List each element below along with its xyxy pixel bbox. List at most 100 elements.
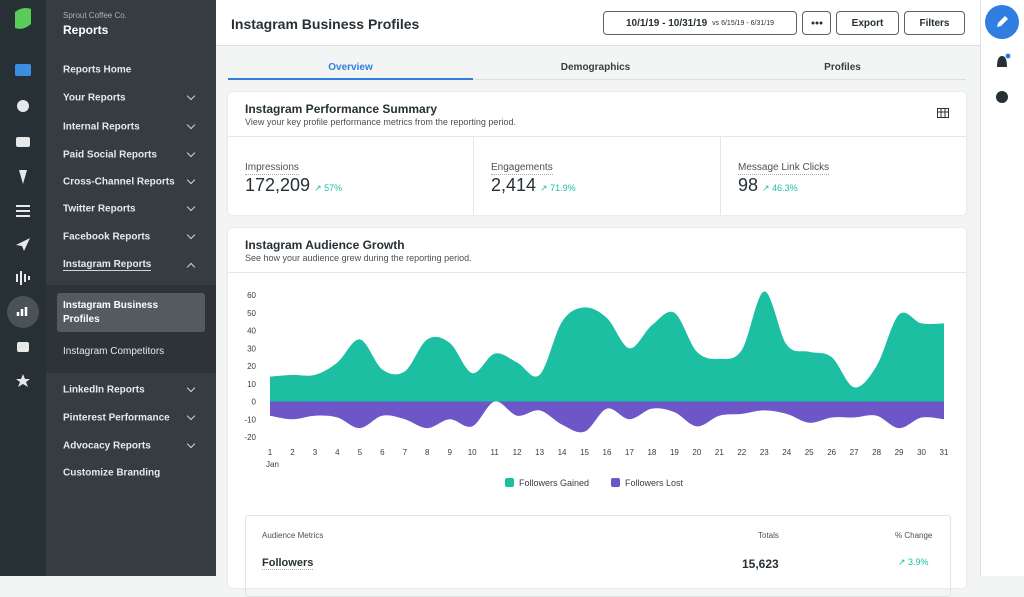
pin-icon[interactable]	[19, 170, 27, 184]
menu-item[interactable]: Instagram Reports	[63, 259, 152, 271]
x-tick-label: 15	[580, 448, 589, 457]
x-tick-label: 5	[358, 448, 363, 457]
x-tick-label: 12	[513, 448, 522, 457]
date-button[interactable]: 10/1/19 - 10/31/19 vs 6/15/19 - 6/31/19	[603, 11, 797, 35]
menu-item[interactable]: Internal Reports	[63, 121, 140, 133]
bot-icon[interactable]	[17, 342, 29, 352]
tab[interactable]: Profiles	[824, 62, 861, 73]
folder-icon[interactable]	[15, 64, 31, 76]
send-icon[interactable]	[16, 238, 30, 251]
x-tick-label: 26	[827, 448, 836, 457]
metric: Engagements 2,414 ↗ 71.9%	[491, 157, 576, 196]
page-title: Instagram Business Profiles	[231, 16, 420, 32]
y-tick-label: 20	[247, 362, 256, 371]
x-tick-label: 3	[313, 448, 318, 457]
card-title: Instagram Audience Growth	[245, 238, 405, 252]
y-tick-label: 30	[247, 344, 256, 353]
menu-item[interactable]: Cross-Channel Reports	[63, 176, 175, 188]
y-tick-label: 50	[247, 309, 256, 318]
menu-item[interactable]: Paid Social Reports	[63, 149, 157, 161]
table-icon[interactable]	[937, 108, 949, 118]
company: Sprout Coffee Co.	[63, 11, 127, 20]
menu-item[interactable]: Your Reports	[63, 92, 126, 104]
submenu-item[interactable]: Instagram Competitors	[63, 346, 165, 357]
divider	[720, 137, 721, 215]
y-tick-label: 60	[247, 291, 256, 300]
rail-icons	[7, 8, 39, 387]
right-icons	[985, 5, 1019, 103]
reports-icon[interactable]	[16, 307, 28, 316]
table-header: % Change	[895, 531, 933, 540]
compare-range: vs 6/15/19 - 6/31/19	[712, 19, 775, 27]
menu-item[interactable]: Customize Branding	[63, 467, 161, 479]
metric-label: Message Link Clicks	[738, 162, 830, 175]
table-cell: 15,623	[742, 557, 779, 571]
area	[270, 401, 944, 433]
x-tick-label: 14	[558, 448, 567, 457]
more-button[interactable]	[802, 11, 831, 35]
menu-item[interactable]: Facebook Reports	[63, 231, 151, 243]
y-tick-label: -10	[244, 415, 256, 424]
metric-label: Impressions	[245, 162, 299, 175]
metric-change: ↗ 71.9%	[540, 183, 576, 193]
menu-item[interactable]: Twitter Reports	[63, 203, 136, 215]
x-tick-label: 19	[670, 448, 679, 457]
tab-line	[228, 79, 966, 80]
card-title: Instagram Performance Summary	[245, 102, 438, 116]
dots	[811, 21, 822, 25]
sidebar: Sprout Coffee Co. Reports	[46, 0, 216, 576]
date-range: 10/1/19 - 10/31/19	[625, 17, 708, 29]
x-tick-label: 6	[380, 448, 385, 457]
metric-value: 2,414	[491, 175, 537, 195]
menu-item[interactable]: Advocacy Reports	[63, 440, 151, 452]
filters-button[interactable]: Filters	[904, 11, 965, 35]
bell[interactable]	[997, 56, 1007, 67]
metric-label: Engagements	[491, 162, 553, 175]
x-tick-label: 10	[468, 448, 477, 457]
x-tick-label: 4	[335, 448, 340, 457]
legend-label: Followers Gained	[519, 478, 589, 488]
y-tick-label: 40	[247, 327, 256, 336]
star-icon[interactable]	[16, 374, 30, 387]
divider	[228, 272, 966, 273]
dash-icon[interactable]	[17, 100, 29, 112]
x-tick-label: 31	[940, 448, 949, 457]
y-tick-label: 10	[247, 380, 256, 389]
listen-icon[interactable]	[16, 271, 30, 285]
list-icon[interactable]	[16, 205, 30, 217]
export-button[interactable]: Export	[836, 11, 899, 35]
x-tick-label: 7	[403, 448, 408, 457]
icon-rail	[0, 0, 46, 576]
x-sublabel: Jan	[266, 460, 279, 469]
tab-underline	[228, 78, 473, 80]
badge	[1005, 53, 1011, 59]
x-tick-label: 25	[805, 448, 814, 457]
divider	[228, 136, 966, 137]
x-tick-label: 28	[872, 448, 881, 457]
x-tick-label: 16	[603, 448, 612, 457]
menu-item[interactable]: LinkedIn Reports	[63, 384, 145, 396]
card-subtitle: View your key profile performance metric…	[245, 117, 516, 127]
submenu-item[interactable]: Instagram Business Profiles	[63, 300, 159, 325]
inbox-icon[interactable]	[16, 137, 30, 147]
help[interactable]	[996, 91, 1008, 103]
right-rail	[980, 0, 1024, 576]
x-tick-label: 17	[625, 448, 634, 457]
x-tick-label: 13	[535, 448, 544, 457]
menu-item[interactable]: Reports Home	[63, 64, 132, 76]
export-label: Export	[851, 17, 884, 29]
filters-label: Filters	[919, 17, 950, 29]
metric: Impressions 172,209 ↗ 57%	[245, 157, 342, 196]
metric: Message Link Clicks 98 ↗ 46.3%	[738, 157, 830, 196]
x-tick-label: 27	[850, 448, 859, 457]
table-cell: ↗ 3.9%	[898, 557, 929, 567]
x-tick-label: 23	[760, 448, 769, 457]
metric-change: ↗ 57%	[314, 183, 343, 193]
sidebar-title: Reports	[63, 23, 109, 37]
x-tick-label: 11	[491, 448, 500, 457]
tab[interactable]: Demographics	[560, 62, 631, 73]
menu-item[interactable]: Pinterest Performance	[63, 412, 170, 424]
tab[interactable]: Overview	[328, 62, 373, 73]
y-tick-label: 0	[252, 398, 257, 407]
